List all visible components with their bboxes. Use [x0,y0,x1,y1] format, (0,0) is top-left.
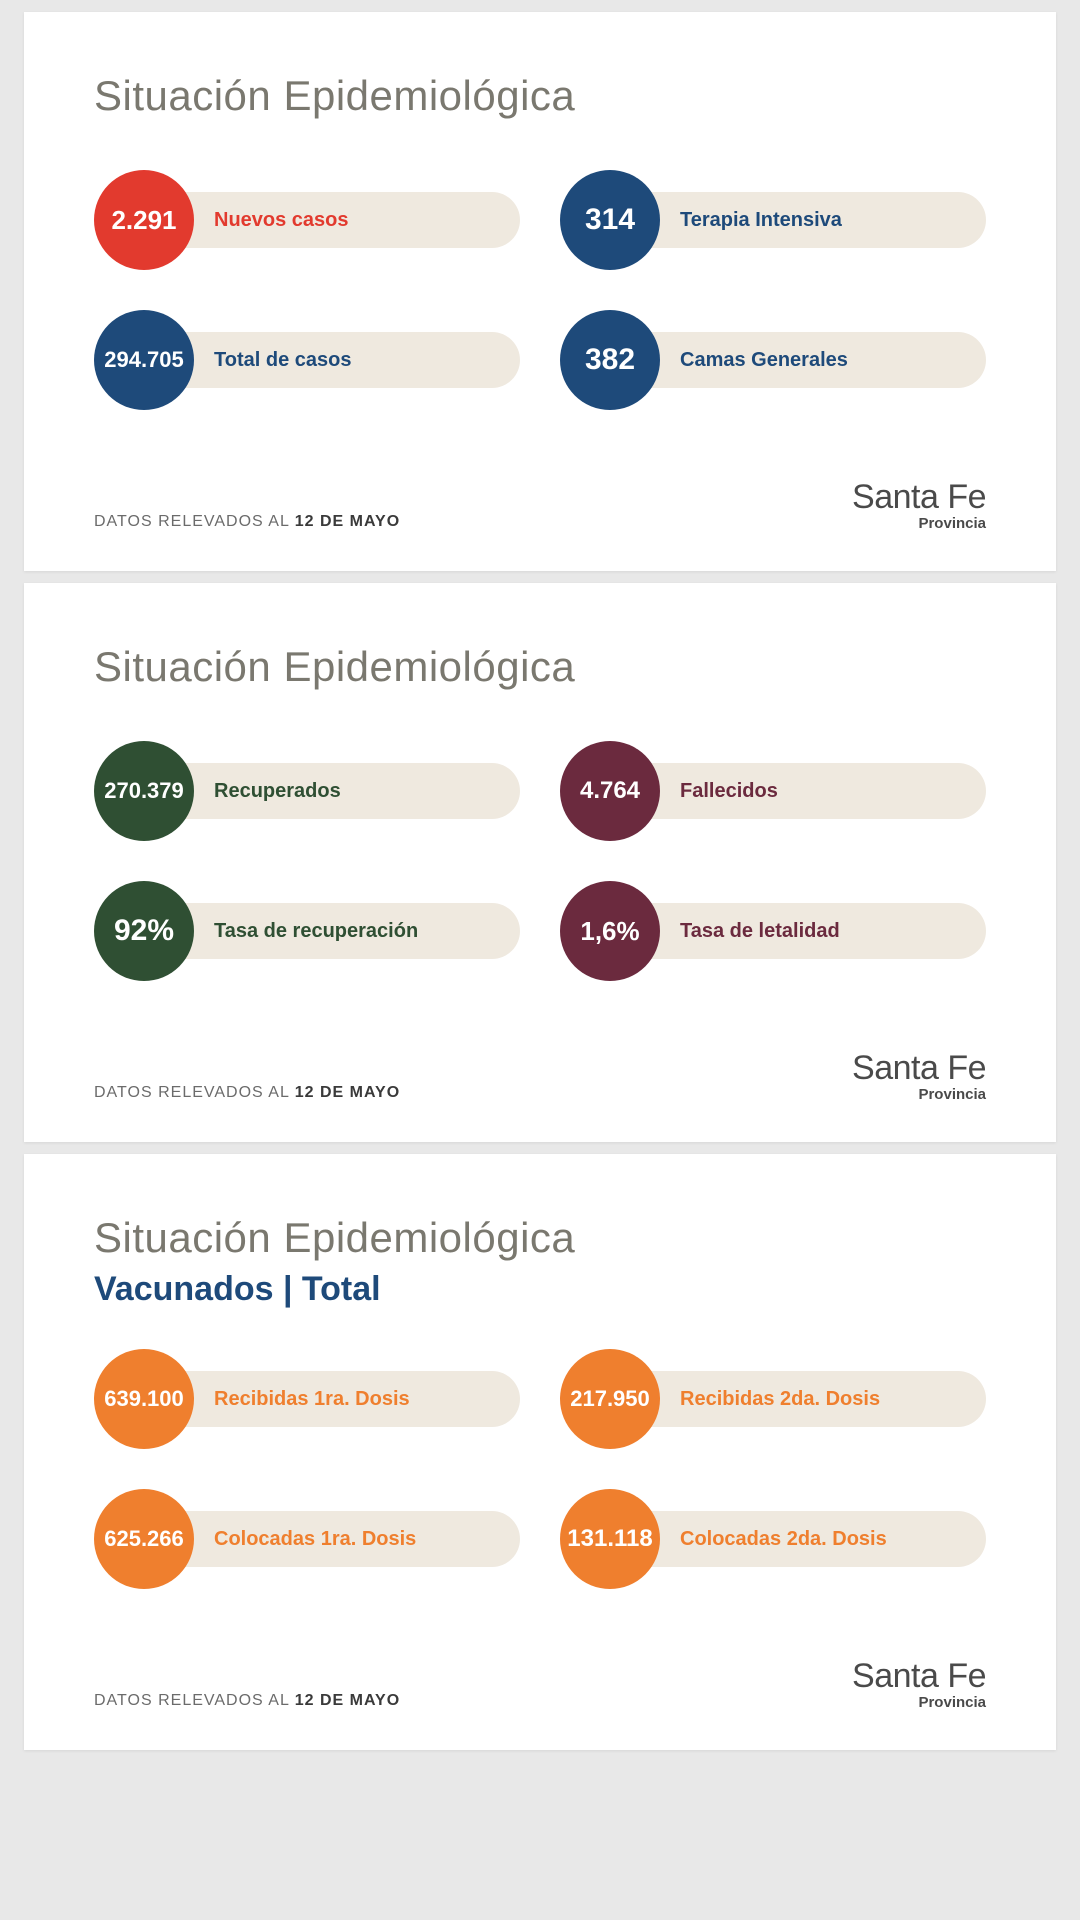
date-line: DATOS RELEVADOS AL 12 DE MAYO [94,1692,400,1710]
stat-circle: 217.950 [560,1349,660,1449]
stat-total-casos: 294.705 Total de casos [94,310,520,410]
stat-fallecidos: 4.764 Fallecidos [560,741,986,841]
stat-circle: 625.266 [94,1489,194,1589]
date-value: 12 DE MAYO [295,513,400,530]
stat-nuevos-casos: 2.291 Nuevos casos [94,170,520,270]
stat-label: Colocadas 1ra. Dosis [144,1511,520,1567]
stat-camas-generales: 382 Camas Generales [560,310,986,410]
stat-recuperados: 270.379 Recuperados [94,741,520,841]
stat-circle: 639.100 [94,1349,194,1449]
stat-label: Terapia Intensiva [610,192,986,248]
stat-label: Recibidas 2da. Dosis [610,1371,986,1427]
panel-footer: DATOS RELEVADOS AL 12 DE MAYO Santa Fe P… [94,480,986,531]
panel-title: Situación Epidemiológica [94,72,986,120]
date-prefix: DATOS RELEVADOS AL [94,513,295,530]
stat-circle: 131.118 [560,1489,660,1589]
stat-label: Fallecidos [610,763,986,819]
stat-label: Recuperados [144,763,520,819]
stat-circle: 270.379 [94,741,194,841]
stat-recibidas-2da: 217.950 Recibidas 2da. Dosis [560,1349,986,1449]
date-value: 12 DE MAYO [295,1692,400,1709]
brand-sub: Provincia [852,1695,986,1710]
stat-circle: 294.705 [94,310,194,410]
brand-main: Santa Fe [852,1657,986,1695]
panel-subtitle: Vacunados | Total [94,1270,986,1309]
stat-label: Tasa de recuperación [144,903,520,959]
panel-title: Situación Epidemiológica [94,1214,986,1262]
stat-label: Camas Generales [610,332,986,388]
date-prefix: DATOS RELEVADOS AL [94,1692,295,1709]
stat-recibidas-1ra: 639.100 Recibidas 1ra. Dosis [94,1349,520,1449]
stat-label: Recibidas 1ra. Dosis [144,1371,520,1427]
brand-main: Santa Fe [852,1049,986,1087]
stat-label: Tasa de letalidad [610,903,986,959]
panel-footer: DATOS RELEVADOS AL 12 DE MAYO Santa Fe P… [94,1051,986,1102]
brand-sub: Provincia [852,516,986,531]
panel-vaccines: Situación Epidemiológica Vacunados | Tot… [24,1154,1056,1750]
stat-circle: 92% [94,881,194,981]
stat-colocadas-1ra: 625.266 Colocadas 1ra. Dosis [94,1489,520,1589]
stats-grid: 2.291 Nuevos casos 314 Terapia Intensiva… [94,170,986,410]
stat-tasa-letalidad: 1,6% Tasa de letalidad [560,881,986,981]
stat-circle: 2.291 [94,170,194,270]
stats-grid: 270.379 Recuperados 4.764 Fallecidos 92%… [94,741,986,981]
stat-tasa-recuperacion: 92% Tasa de recuperación [94,881,520,981]
brand-main: Santa Fe [852,478,986,516]
panel-cases: Situación Epidemiológica 2.291 Nuevos ca… [24,12,1056,571]
stat-colocadas-2da: 131.118 Colocadas 2da. Dosis [560,1489,986,1589]
panel-outcomes: Situación Epidemiológica 270.379 Recuper… [24,583,1056,1142]
stat-label: Total de casos [144,332,520,388]
stat-circle: 4.764 [560,741,660,841]
brand-logo: Santa Fe Provincia [852,480,986,531]
date-value: 12 DE MAYO [295,1084,400,1101]
panel-footer: DATOS RELEVADOS AL 12 DE MAYO Santa Fe P… [94,1659,986,1710]
stat-circle: 1,6% [560,881,660,981]
stats-grid: 639.100 Recibidas 1ra. Dosis 217.950 Rec… [94,1349,986,1589]
stat-circle: 314 [560,170,660,270]
stat-label: Colocadas 2da. Dosis [610,1511,986,1567]
date-line: DATOS RELEVADOS AL 12 DE MAYO [94,1084,400,1102]
stat-circle: 382 [560,310,660,410]
brand-logo: Santa Fe Provincia [852,1659,986,1710]
date-line: DATOS RELEVADOS AL 12 DE MAYO [94,513,400,531]
panel-title: Situación Epidemiológica [94,643,986,691]
stat-terapia-intensiva: 314 Terapia Intensiva [560,170,986,270]
brand-logo: Santa Fe Provincia [852,1051,986,1102]
stat-label: Nuevos casos [144,192,520,248]
brand-sub: Provincia [852,1087,986,1102]
date-prefix: DATOS RELEVADOS AL [94,1084,295,1101]
